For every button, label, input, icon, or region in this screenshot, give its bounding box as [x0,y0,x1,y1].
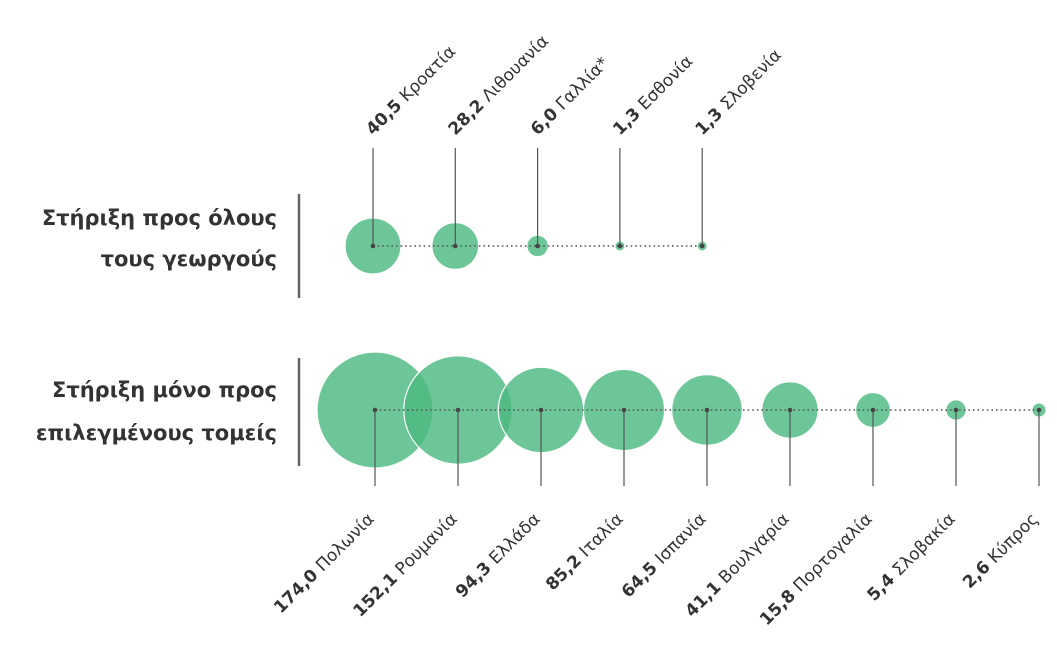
data-label: 85,2 Ιταλία [542,509,627,594]
group-label-line: τους γεωργούς [101,247,277,271]
country-name: Ελλάδα [482,509,545,572]
country-name: Ιταλία [572,509,628,565]
country-name: Πορτογαλία [786,509,877,600]
data-label: 64,5 Ισπανία [618,509,711,602]
anchor-dot [953,407,959,413]
data-label: 1,3 Σλοβενία [692,45,786,139]
group-label: Στήριξη προς όλους τους γεωργούς [42,206,277,271]
group-label-line: επιλεγμένους τομείς [36,421,277,445]
anchor-dot [621,407,627,413]
country-name: Βουλγαρία [711,509,793,591]
anchor-dot [787,407,793,413]
country-name: Εσθονία [631,52,698,119]
data-label: 6,0 Γαλλία* [527,53,613,139]
country-name: Σλοβακία [885,509,960,584]
country-name: Κροατία [392,42,460,110]
country-name: Λιθουανία [474,31,553,110]
country-name: Πολωνία [308,509,378,579]
data-label: 94,3 Ελλάδα [452,509,545,602]
anchor-dot [453,243,458,249]
anchor-dot [372,407,378,413]
data-label: 2,6 Κύπρος [959,509,1042,592]
group-label-line: Στήριξη μόνο προς [52,378,277,402]
country-name: Κύπρος [980,509,1042,571]
data-label: 1,3 Εσθονία [609,52,697,140]
country-name: Ρουμανία [388,509,462,583]
anchor-dot [699,243,705,249]
anchor-dot [1036,407,1042,413]
data-label: 5,4 Σλοβακία [864,509,960,605]
data-value: 152,1 [350,569,402,621]
anchor-dot [870,407,876,413]
anchor-dot [704,407,710,413]
group-label-line: Στήριξη προς όλους [42,206,277,230]
anchor-dot [370,243,376,249]
group-label: Στήριξη μόνο προς επιλεγμένους τομείς [36,378,277,445]
anchor-dot [617,243,623,249]
country-name: Σλοβενία [713,45,786,118]
country-name: Ισπανία [648,509,711,572]
anchor-dot [538,407,544,413]
anchor-dot [535,243,540,249]
country-name: Γαλλία* [548,53,613,118]
group-2: Στήριξη μόνο προς επιλεγμένους τομείς174,… [36,351,1047,630]
anchor-dot [455,407,461,413]
